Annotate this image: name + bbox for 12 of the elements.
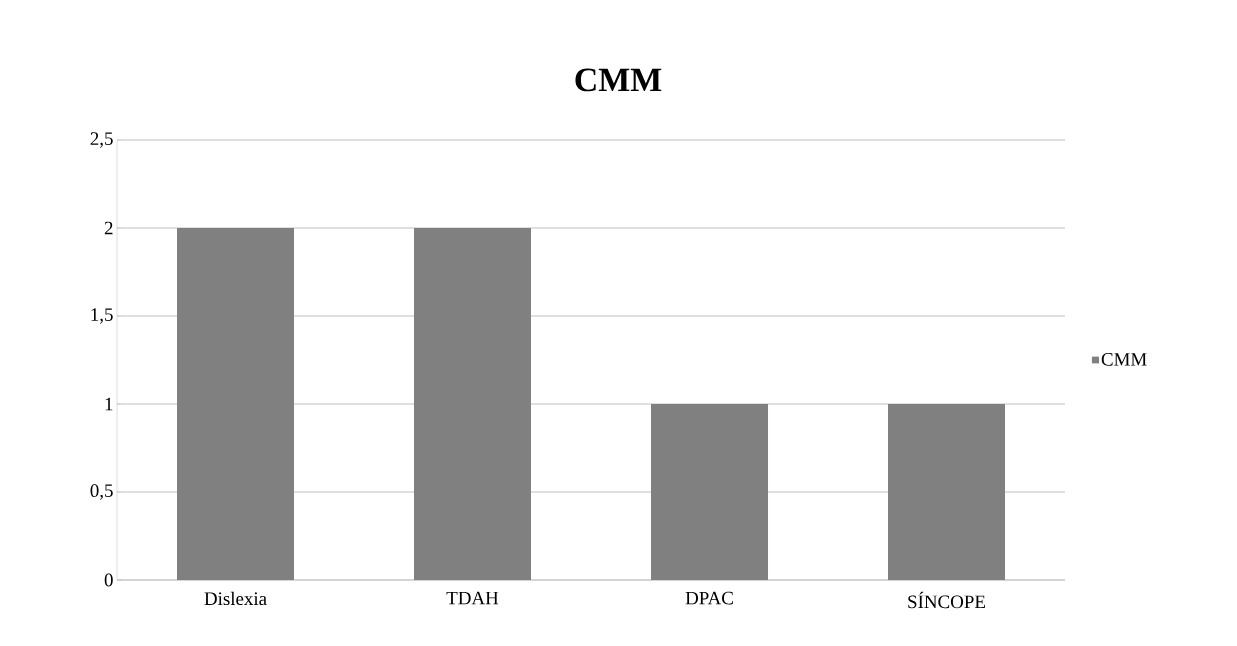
y-tick-label: 2 <box>104 221 113 235</box>
y-tick-label: 1,5 <box>91 308 113 324</box>
y-tick-label: 1 <box>105 397 113 411</box>
x-tick-label: DPAC <box>685 591 733 605</box>
x-tick-label: TDAH <box>446 591 499 605</box>
y-tick-label: 2,5 <box>90 132 113 148</box>
chart-title: CMM <box>575 68 662 92</box>
legend-label: CMM <box>1101 352 1147 366</box>
y-tick-label: 0 <box>104 573 113 587</box>
x-tick-label: SÍNCOPE <box>908 591 985 609</box>
y-tick-label: 0,5 <box>90 484 113 500</box>
x-tick-label: Dislexia <box>204 591 267 606</box>
